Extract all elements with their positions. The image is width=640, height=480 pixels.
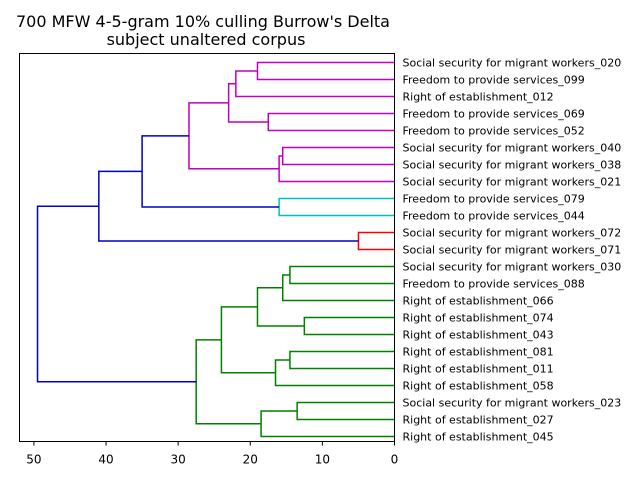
link-m12	[289, 265, 395, 285]
x-tick-label: 30	[171, 453, 186, 467]
leaf-label: Right of establishment_058	[403, 380, 554, 393]
leaf-label: Right of establishment_066	[403, 295, 554, 308]
x-axis: 50 40 30 20 10 0	[26, 441, 399, 467]
link-m1	[256, 61, 395, 81]
plot-frame	[19, 53, 395, 442]
link-m22	[36, 205, 197, 383]
link-m14	[303, 316, 395, 336]
link-m2	[235, 70, 395, 98]
link-m9	[141, 135, 280, 208]
x-tick-label: 40	[98, 453, 113, 467]
leaf-label: Right of establishment_011	[403, 363, 554, 376]
link-m19	[296, 401, 395, 421]
leaf-label: Social security for migrant workers_072	[403, 227, 622, 240]
leaf-label: Freedom to provide services_079	[403, 193, 585, 206]
link-m13	[281, 274, 395, 302]
leaf-label: Social security for migrant workers_071	[403, 244, 622, 257]
link-m15	[256, 287, 305, 327]
link-m17	[274, 359, 395, 387]
x-tick-label: 50	[26, 453, 41, 467]
leaf-label: Social security for migrant workers_030	[403, 261, 622, 274]
link-m5	[281, 146, 395, 166]
leaf-label: Right of establishment_012	[403, 91, 554, 104]
link-m20	[260, 410, 395, 438]
link-m6	[278, 155, 395, 183]
link-m18	[220, 306, 276, 374]
leaf-label: Freedom to provide services_088	[403, 278, 585, 291]
dendrogram-links	[36, 61, 395, 438]
leaf-label: Right of establishment_043	[403, 329, 554, 342]
chart-title-line-1: 700 MFW 4-5-gram 10% culling Burrow's De…	[16, 12, 390, 31]
x-tick-label: 20	[243, 453, 258, 467]
leaf-label: Social security for migrant workers_021	[403, 176, 622, 189]
link-m7	[188, 102, 280, 170]
leaf-label: Freedom to provide services_044	[403, 210, 585, 223]
leaf-label: Right of establishment_074	[403, 312, 554, 325]
link-m21	[195, 339, 262, 425]
leaf-labels: Social security for migrant workers_020 F…	[403, 57, 622, 444]
link-m3	[267, 112, 395, 132]
link-m8	[278, 197, 395, 217]
leaf-label: Freedom to provide services_099	[403, 74, 585, 87]
chart-title-line-2: subject unaltered corpus	[107, 30, 306, 49]
leaf-label: Freedom to provide services_052	[403, 125, 585, 138]
leaf-label: Social security for migrant workers_023	[403, 397, 622, 410]
link-m10	[357, 231, 395, 251]
leaf-label: Freedom to provide services_069	[403, 108, 585, 121]
link-m4	[227, 83, 269, 123]
leaf-label: Social security for migrant workers_040	[403, 142, 622, 155]
x-tick-label: 0	[391, 453, 399, 467]
x-tick-label: 10	[315, 453, 330, 467]
leaf-label: Right of establishment_081	[403, 346, 554, 359]
leaf-label: Social security for migrant workers_020	[403, 57, 622, 70]
leaf-label: Right of establishment_027	[403, 414, 554, 427]
leaf-label: Social security for migrant workers_038	[403, 159, 622, 172]
link-m16	[289, 350, 395, 370]
leaf-label: Right of establishment_045	[403, 431, 554, 444]
